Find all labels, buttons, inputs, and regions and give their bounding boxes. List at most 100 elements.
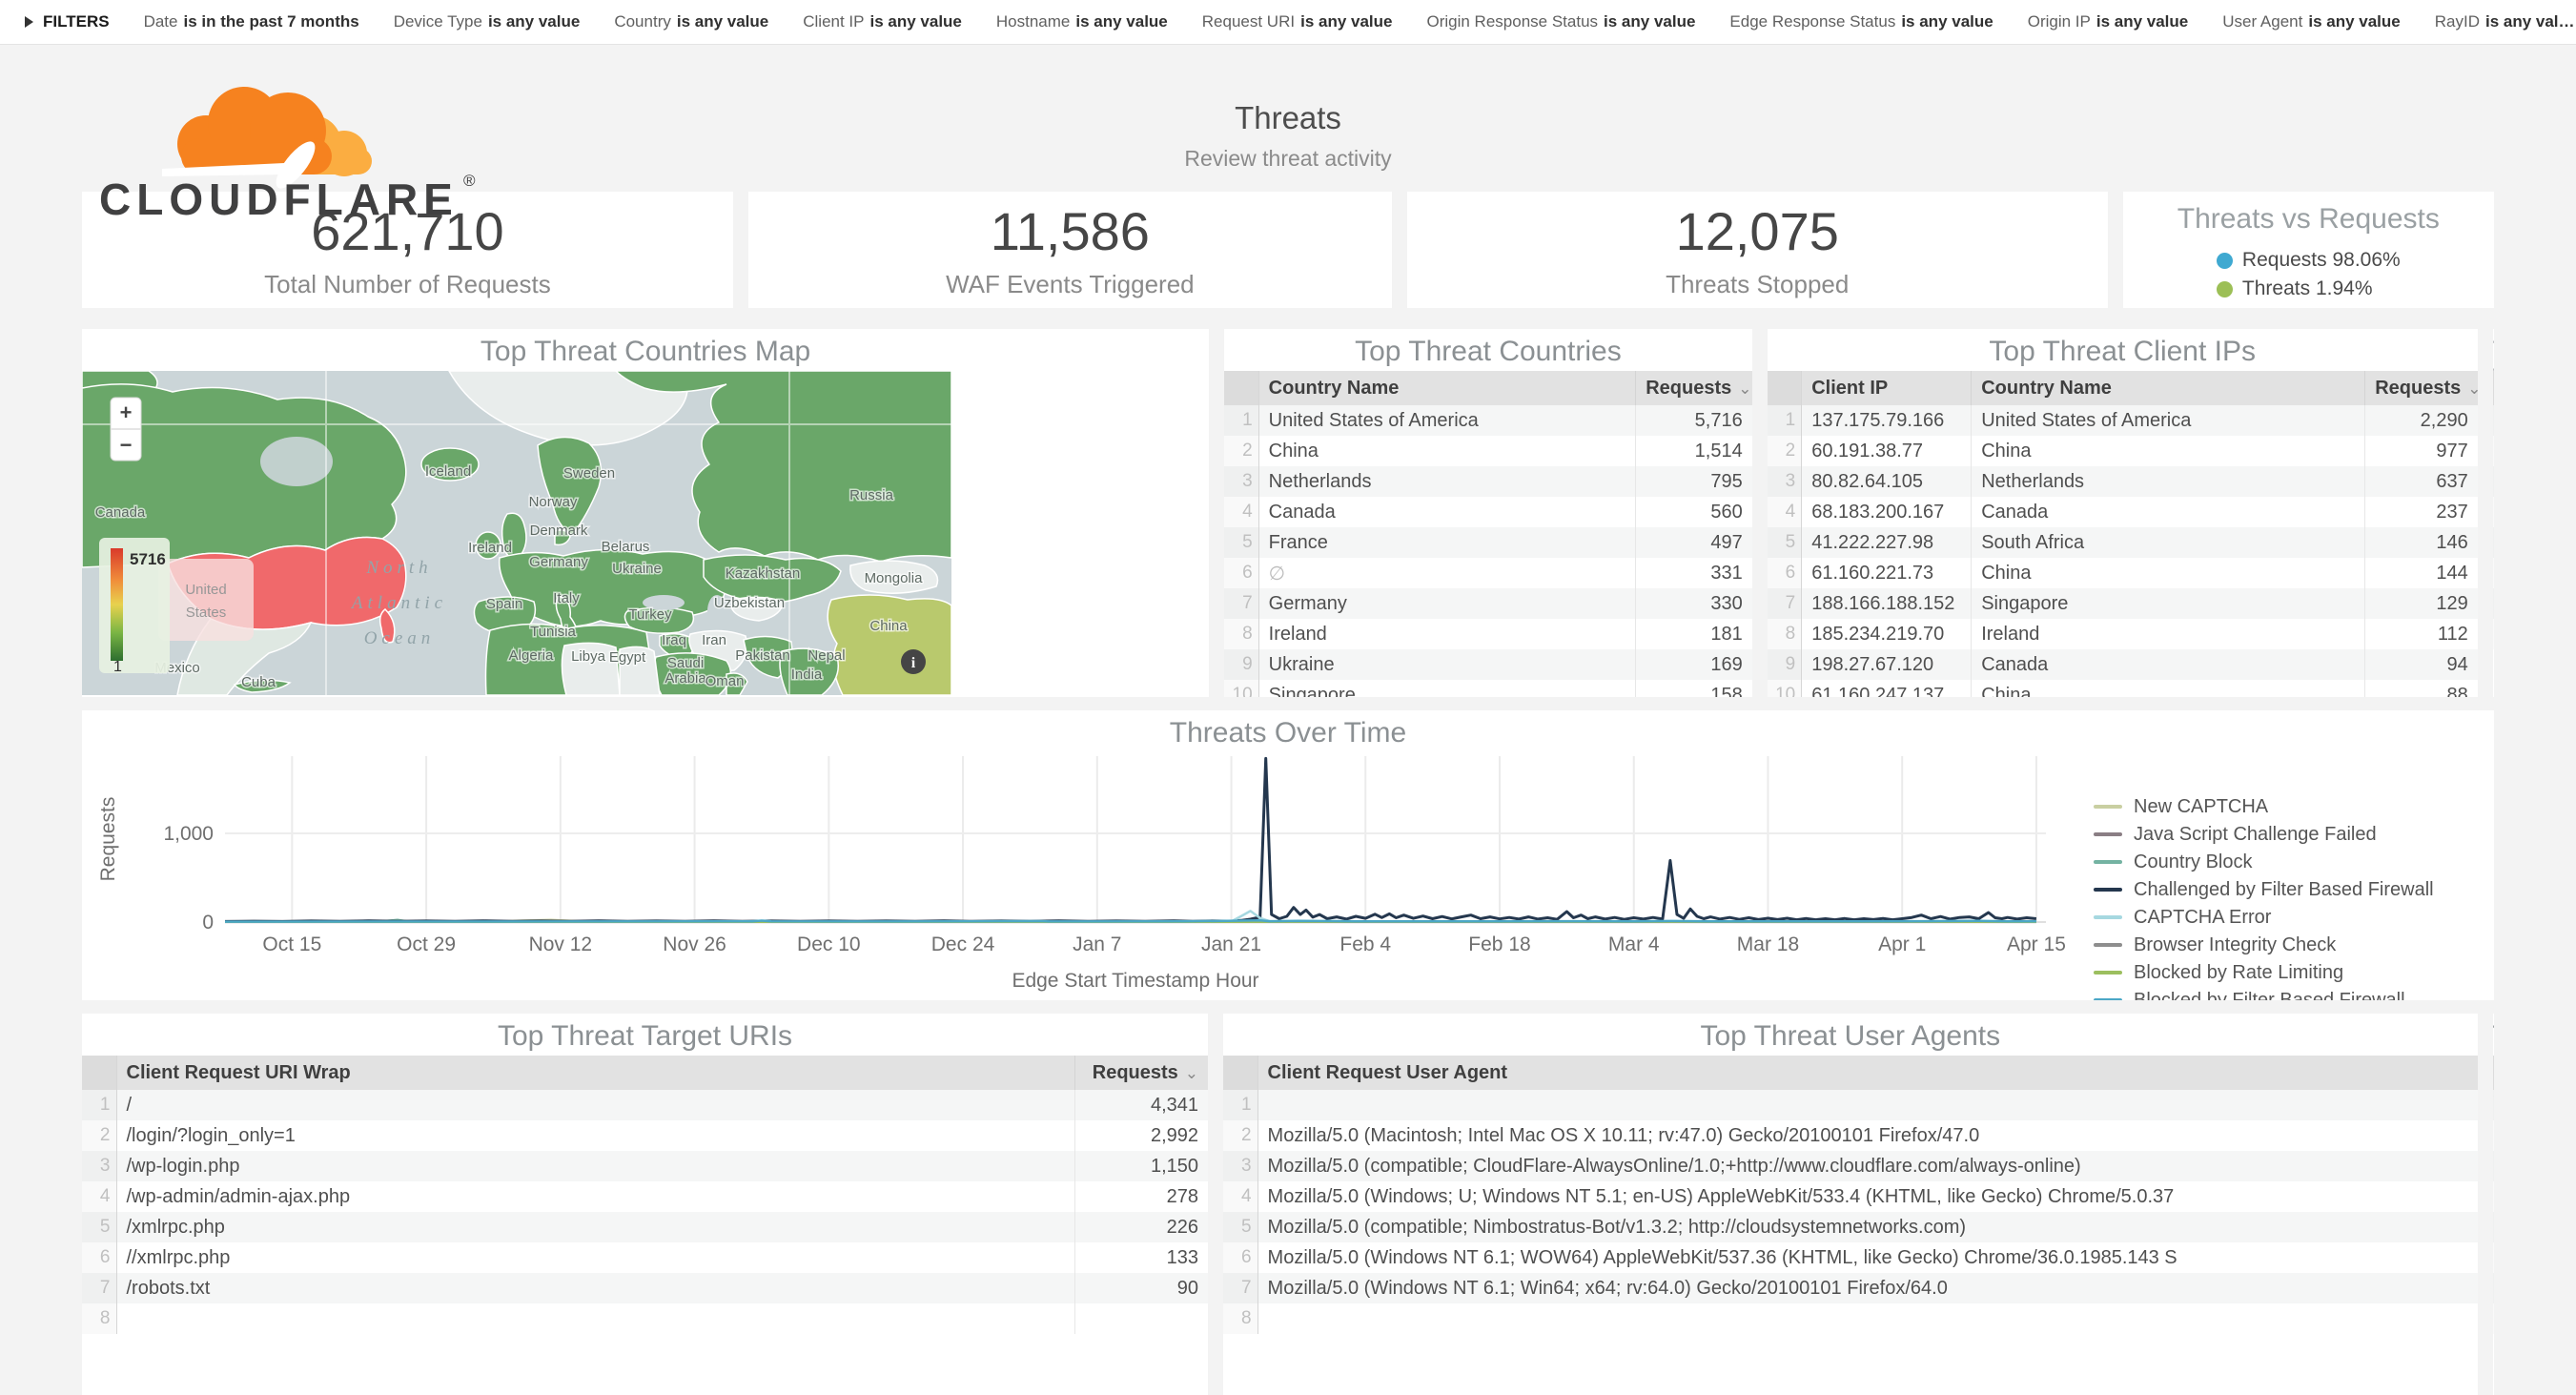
map-label: Germany <box>529 554 588 570</box>
column-header-client-request-user-agent[interactable]: Client Request User Agent <box>1257 1056 2478 1090</box>
chart-legend-item[interactable]: CAPTCHA Error <box>2094 907 2494 928</box>
x-tick-label: Nov 26 <box>663 933 726 955</box>
tvr-legend-item: Threats 1.94% <box>2217 277 2401 300</box>
sort-chevron-icon[interactable]: ⌄ <box>1738 380 1751 398</box>
chart-legend-item[interactable]: Challenged by Filter Based Firewall <box>2094 879 2494 900</box>
column-header-client-ip[interactable]: Client IP <box>1802 371 1972 405</box>
chart-legend-item[interactable]: Country Block <box>2094 851 2494 872</box>
column-header-requests[interactable]: Requests⌄ <box>2365 371 2478 405</box>
table-row: 4Blocked by Rate Limiting79 <box>2493 497 2494 527</box>
map-country-china <box>828 595 951 695</box>
x-tick-label: Jan 21 <box>1201 933 1261 955</box>
x-tick-label: Oct 15 <box>262 933 321 955</box>
zoom-in-button[interactable]: + <box>120 400 133 424</box>
stat-label: Total Number of Requests <box>264 270 551 299</box>
legend-dot-icon <box>2217 253 2233 269</box>
table-row: 3filterBasedFirewallchlcaptchaNew11,467 <box>2493 1151 2494 1181</box>
table-row: 7undefunknownunknown1,168 <box>2493 1273 2494 1303</box>
x-tick-label: Mar 18 <box>1737 933 1799 955</box>
chart-legend-item[interactable]: Blocked by Filter Based Firewall <box>2094 990 2494 1000</box>
sort-chevron-icon[interactable]: ⌄ <box>2467 380 2477 398</box>
map-label: Kazakhstan <box>726 565 800 582</box>
map-label: Saudi <box>667 655 704 671</box>
x-tick-label: Dec 24 <box>931 933 995 955</box>
top-pathing-statuses-panel: Top Pathing Statuses Edge Pathing SrcEdg… <box>2493 1014 2494 1395</box>
x-tick-label: Dec 10 <box>797 933 861 955</box>
panel-title: Top Threat Countries <box>1224 329 1752 371</box>
column-header-country-name[interactable]: Country Name <box>1258 371 1636 405</box>
table-row: 6userwlip2,107 <box>2493 1242 2494 1273</box>
legend-dot-icon <box>2217 281 2233 297</box>
chart-legend-item[interactable]: Java Script Challenge Failed <box>2094 824 2494 845</box>
map-label: Arabia <box>664 670 706 687</box>
scale-max-label: 5716 <box>130 550 166 568</box>
map-zoom-controls[interactable]: + − <box>111 398 141 461</box>
chart-legend-item[interactable]: Browser Integrity Check <box>2094 934 2494 955</box>
map-panel-title: Top Threat Countries Map <box>82 329 1209 371</box>
stat-label: Threats Stopped <box>1666 270 1849 299</box>
x-tick-label: Oct 29 <box>397 933 456 955</box>
zoom-out-button[interactable]: − <box>120 433 133 457</box>
table-row: 5Browser Integrity Check55 <box>2493 527 2494 558</box>
map-label: Mongolia <box>865 570 924 586</box>
table-row: 2skipwlaoCrawl37,834 <box>2493 1120 2494 1151</box>
x-tick-label: Feb 18 <box>1468 933 1530 955</box>
filters-toggle[interactable]: FILTERS <box>25 12 110 31</box>
dashboard-header: CLOUDFLARE ® Threats Review threat activ… <box>0 45 2576 190</box>
column-header-requests[interactable]: Requests⌄ <box>1074 1056 1208 1090</box>
table-row: 6Country Block13 <box>2493 558 2494 588</box>
table-row: 3Blocked by Filter Based Firewall152 <box>2493 466 2494 497</box>
chart-legend-item[interactable]: Blocked by Rate Limiting <box>2094 962 2494 983</box>
y-tick-label: 1,000 <box>163 823 214 845</box>
panel-title: Top Threat User Agents <box>1223 1014 2478 1056</box>
legend-line-icon <box>2094 943 2122 947</box>
chart-legend-item[interactable]: New CAPTCHA <box>2094 796 2494 817</box>
column-header-requests[interactable]: Requests⌄ <box>1636 371 1752 405</box>
map-info-button[interactable]: i <box>901 649 926 674</box>
legend-line-icon <box>2094 888 2122 892</box>
chart-legend: New CAPTCHA Java Script Challenge Failed C… <box>2094 752 2494 1000</box>
column-header-client-request-uri-wrap[interactable]: Client Request URI Wrap <box>116 1056 1074 1090</box>
legend-line-icon <box>2094 915 2122 919</box>
registered-mark: ® <box>463 172 476 190</box>
column-header-country-name[interactable]: Country Name <box>1972 371 2365 405</box>
threats-vs-requests-title: Threats vs Requests <box>2177 203 2440 236</box>
sort-chevron-icon[interactable]: ⌄ <box>1185 1064 1198 1082</box>
x-tick-label: Jan 7 <box>1073 933 1121 955</box>
